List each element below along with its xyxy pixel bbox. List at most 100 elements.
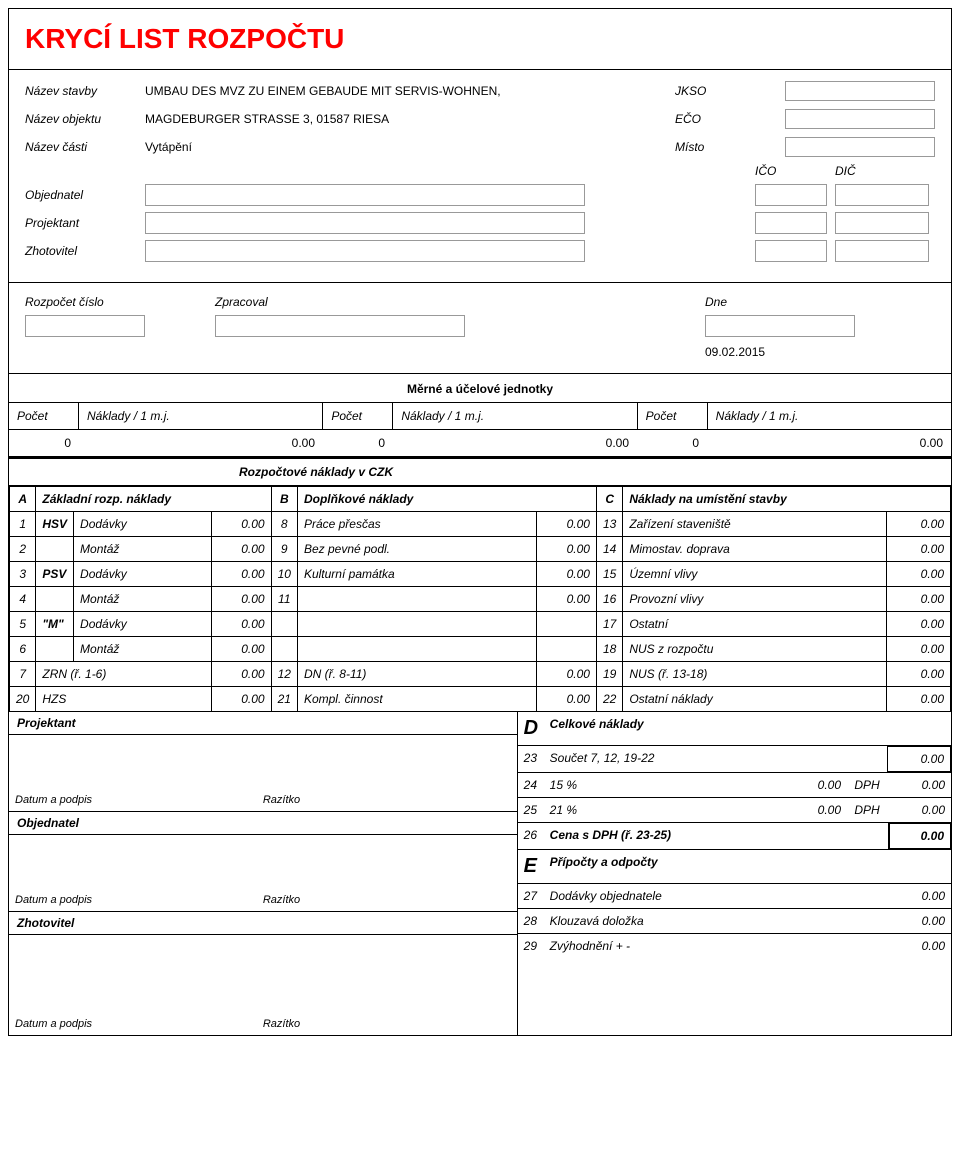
r25-n: 25 (518, 798, 544, 822)
val-n2: 0.00 (393, 430, 637, 456)
cell-n2: 8 (271, 512, 297, 537)
section-D-label: Celkové náklady (544, 712, 951, 745)
r24-n: 24 (518, 773, 544, 797)
input-objednatel[interactable] (145, 184, 585, 206)
input-projektant[interactable] (145, 212, 585, 234)
cell-n3: 14 (596, 537, 622, 562)
r7-v2: 0.00 (536, 662, 596, 687)
r24-v: 0.00 (887, 773, 951, 797)
section-E-letter: E (518, 850, 544, 883)
val-p2: 0 (323, 430, 393, 456)
r20-n2: 21 (271, 687, 297, 712)
input-ico-3[interactable] (755, 240, 827, 262)
input-ico-2[interactable] (755, 212, 827, 234)
cell-t3: Provozní vlivy (623, 587, 887, 612)
cell-v3: 0.00 (887, 562, 951, 587)
label-nazev-casti: Název části (25, 140, 145, 154)
sig-row-projektant: Datum a podpis Razítko (9, 789, 517, 812)
cell-t2 (297, 587, 536, 612)
label-dic: DIČ (835, 164, 935, 178)
cell-c1: HSV (36, 512, 74, 537)
row-25: 25 21 % 0.00 DPH 0.00 (518, 798, 951, 823)
sig-area-objednatel (9, 835, 517, 889)
sig-row-objednatel: Datum a podpis Razítko (9, 889, 517, 912)
row-23: 23 Součet 7, 12, 19-22 0.00 (518, 746, 951, 773)
cell-t2: Práce přesčas (297, 512, 536, 537)
cell-c1 (36, 587, 74, 612)
r20-t2: Kompl. činnost (297, 687, 536, 712)
cell-c1 (36, 637, 74, 662)
cell-v1: 0.00 (211, 637, 271, 662)
r28-t: Klouzavá doložka (544, 909, 887, 933)
summary-row-7: 7 ZRN (ř. 1-6) 0.00 12 DN (ř. 8-11) 0.00… (10, 662, 951, 687)
section-C-label: Náklady na umístění stavby (623, 487, 951, 512)
sig-area-projektant (9, 735, 517, 789)
cell-t1: Dodávky (74, 562, 212, 587)
cell-t3: Ostatní (623, 612, 887, 637)
cell-t2 (297, 612, 536, 637)
input-ico-1[interactable] (755, 184, 827, 206)
table-row: 4 Montáž 0.00 11 0.00 16 Provozní vlivy … (10, 587, 951, 612)
sig-datum-1: Datum a podpis (15, 794, 263, 806)
input-jkso[interactable] (785, 81, 935, 101)
cell-n3: 17 (596, 612, 622, 637)
value-nazev-stavby: UMBAU DES MVZ ZU EINEM GEBAUDE MIT SERVI… (145, 84, 675, 98)
section-C-letter: C (596, 487, 622, 512)
r24-dph: DPH (847, 773, 887, 797)
input-dic-2[interactable] (835, 212, 929, 234)
row-27: 27 Dodávky objednatele 0.00 (518, 884, 951, 909)
r20-v3: 0.00 (887, 687, 951, 712)
cell-n3: 13 (596, 512, 622, 537)
value-nazev-objektu: MAGDEBURGER STRASSE 3, 01587 RIESA (145, 112, 675, 126)
cell-v1: 0.00 (211, 587, 271, 612)
cell-t2: Bez pevné podl. (297, 537, 536, 562)
input-misto[interactable] (785, 137, 935, 157)
cell-c1: PSV (36, 562, 74, 587)
label-pocet-3: Počet (638, 403, 708, 429)
cell-v2 (536, 612, 596, 637)
r23-n: 23 (518, 746, 544, 772)
cell-c1: "M" (36, 612, 74, 637)
cell-n2 (271, 612, 297, 637)
r26-v: 0.00 (888, 822, 952, 850)
input-dic-1[interactable] (835, 184, 929, 206)
cell-v2: 0.00 (536, 512, 596, 537)
header-block: Název stavby UMBAU DES MVZ ZU EINEM GEBA… (9, 70, 951, 283)
label-jkso: JKSO (675, 84, 785, 98)
document-title: KRYCÍ LIST ROZPOČTU (9, 9, 951, 70)
cell-t2 (297, 637, 536, 662)
middle-block: Rozpočet číslo Zpracoval Dne 09.02.2015 (9, 283, 951, 374)
label-rozpocet-cislo: Rozpočet číslo (25, 295, 155, 309)
document-frame: KRYCÍ LIST ROZPOČTU Název stavby UMBAU D… (8, 8, 952, 1036)
input-zhotovitel[interactable] (145, 240, 585, 262)
input-dic-3[interactable] (835, 240, 929, 262)
label-pocet-2: Počet (323, 403, 393, 429)
r24-mid: 0.00 (598, 773, 847, 797)
input-eco[interactable] (785, 109, 935, 129)
cell-n1: 6 (10, 637, 36, 662)
table-row: 3 PSV Dodávky 0.00 10 Kulturní památka 0… (10, 562, 951, 587)
cell-c1 (36, 537, 74, 562)
label-projektant: Projektant (25, 216, 145, 230)
input-zpracoval[interactable] (215, 315, 465, 337)
cell-n2: 9 (271, 537, 297, 562)
summary-row-20: 20 HZS 0.00 21 Kompl. činnost 0.00 22 Os… (10, 687, 951, 712)
r29-n: 29 (518, 934, 544, 958)
section-A-label: Základní rozp. náklady (36, 487, 271, 512)
units-labels-row: Počet Náklady / 1 m.j. Počet Náklady / 1… (9, 403, 951, 429)
cell-t1: Montáž (74, 587, 212, 612)
input-dne[interactable] (705, 315, 855, 337)
sig-datum-3: Datum a podpis (15, 1018, 263, 1030)
cell-v2: 0.00 (536, 587, 596, 612)
r27-t: Dodávky objednatele (544, 884, 887, 908)
r20-n1: 20 (10, 687, 36, 712)
r7-t3: NUS (ř. 13-18) (623, 662, 887, 687)
sig-area-zhotovitel (9, 935, 517, 1013)
label-misto: Místo (675, 140, 785, 154)
cell-n3: 15 (596, 562, 622, 587)
cell-v1: 0.00 (211, 537, 271, 562)
input-rozpocet-cislo[interactable] (25, 315, 145, 337)
section-B-letter: B (271, 487, 297, 512)
sig-row-zhotovitel: Datum a podpis Razítko (9, 1013, 517, 1035)
r7-n2: 12 (271, 662, 297, 687)
